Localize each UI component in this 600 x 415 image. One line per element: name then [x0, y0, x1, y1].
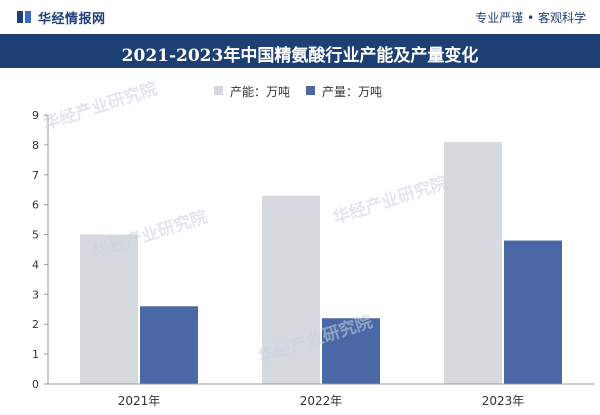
- legend-label-capacity: 产能：万吨: [230, 85, 291, 99]
- bar-capacity: [80, 234, 138, 384]
- y-tick-label: 7: [32, 169, 39, 182]
- y-tick-label: 9: [32, 109, 39, 122]
- y-tick-label: 2: [32, 318, 39, 331]
- bar-capacity: [262, 195, 320, 384]
- legend-swatch-production: [306, 86, 315, 95]
- legend-swatch-capacity: [214, 86, 223, 95]
- x-tick-label: 2023年: [482, 394, 525, 408]
- y-tick-label: 6: [32, 199, 39, 212]
- title-bar: [0, 34, 600, 68]
- x-tick-label: 2022年: [300, 394, 343, 408]
- bar-capacity: [444, 141, 502, 384]
- chart-title: 2021-2023年中国精氨酸行业产能及产量变化: [121, 46, 479, 66]
- x-tick-label: 2021年: [118, 394, 161, 408]
- logo-icon: [17, 11, 31, 23]
- brand-name: 华经情报网: [38, 12, 106, 27]
- y-tick-label: 8: [32, 139, 39, 152]
- slogan: 专业严谨 • 客观科学: [475, 11, 586, 25]
- bar-production: [504, 240, 562, 384]
- y-tick-label: 1: [32, 348, 39, 361]
- chart-legend: 产能：万吨 产量：万吨: [0, 82, 600, 100]
- bar-production: [140, 306, 198, 384]
- legend-label-production: 产量：万吨: [322, 85, 383, 99]
- y-tick-label: 3: [32, 288, 39, 301]
- y-tick-label: 0: [32, 378, 39, 391]
- bar-production: [322, 318, 380, 384]
- top-bar: 华经情报网 专业严谨 • 客观科学: [0, 0, 600, 34]
- y-tick-label: 5: [32, 229, 39, 242]
- y-tick-label: 4: [32, 258, 39, 271]
